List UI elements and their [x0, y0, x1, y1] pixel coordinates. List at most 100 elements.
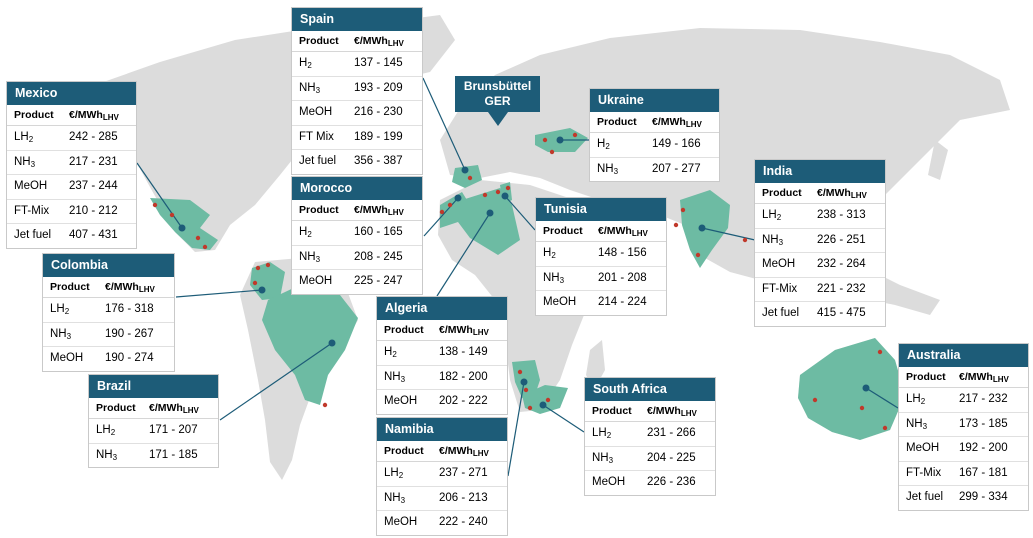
product-subscript: 3 — [112, 452, 118, 462]
site-dot — [695, 252, 701, 258]
site-dot — [882, 425, 888, 431]
site-dot — [859, 405, 865, 411]
site-dot — [527, 405, 533, 411]
col-cost-label: €/MWh — [817, 187, 851, 199]
product-subscript: 2 — [920, 397, 926, 406]
product-name: Jet fuel — [292, 150, 354, 174]
col-cost-subscript: LHV — [850, 191, 867, 200]
product-label: Jet fuel — [14, 229, 52, 241]
product-subscript: 2 — [398, 471, 404, 480]
cost-range: 356 - 387 — [354, 155, 403, 167]
table-header-row: Product €/MWhLHV — [377, 441, 507, 462]
site-dot — [877, 349, 883, 355]
product-subscript: 3 — [315, 254, 321, 264]
col-cost-label: €/MWh — [647, 405, 681, 417]
table-header-row: Product €/MWhLHV — [43, 277, 174, 298]
node-south-africa — [539, 401, 547, 409]
product-label: NH — [597, 162, 614, 175]
product-name: LH2 — [585, 422, 647, 446]
product-subscript: 3 — [608, 455, 614, 465]
col-cost-label: €/MWh — [69, 109, 103, 121]
table-row: NH3 226 - 251 — [755, 229, 885, 253]
site-dot — [517, 369, 523, 375]
brazil-region — [262, 285, 358, 405]
cost-range: 193 - 209 — [354, 81, 403, 94]
table-row: H2 148 - 156 — [536, 242, 666, 267]
product-name: FT-Mix — [755, 278, 817, 302]
table-row: MeOH 202 - 222 — [377, 390, 507, 414]
site-dot — [742, 237, 748, 243]
leader-india — [701, 227, 756, 241]
product-label: FT Mix — [299, 130, 334, 143]
cost-range: 160 - 165 — [354, 226, 403, 238]
south-africa-region — [522, 385, 568, 414]
cost-range: 176 - 318 — [105, 303, 154, 315]
col-cost-subscript: LHV — [472, 328, 489, 337]
product-name: Jet fuel — [899, 486, 959, 510]
country-table-south-africa: South Africa Product €/MWhLHV LH2 231 - 266 N… — [584, 377, 716, 496]
product-name: LH2 — [89, 419, 149, 443]
leader-south-africa — [542, 404, 585, 433]
col-cost-header: €/MWhLHV — [105, 277, 155, 297]
cost-range: 192 - 200 — [959, 442, 1008, 454]
country-name: Morocco — [292, 177, 422, 200]
cost-range: 231 - 266 — [647, 427, 696, 439]
cost-range: 138 - 149 — [439, 346, 488, 358]
product-subscript: 2 — [307, 61, 312, 70]
cost-range: 232 - 264 — [817, 258, 866, 270]
col-product-header: Product — [906, 371, 946, 383]
product-name: NH3 — [292, 246, 354, 270]
site-dot — [545, 397, 551, 403]
col-cost-label: €/MWh — [439, 324, 473, 336]
callout-line1: Brunsbüttel — [463, 79, 532, 93]
col-cost-subscript: LHV — [680, 409, 697, 418]
product-label: MeOH — [299, 106, 333, 118]
product-name: NH3 — [292, 77, 354, 101]
table-row: Jet fuel 407 - 431 — [7, 224, 136, 248]
table-row: Jet fuel 356 - 387 — [292, 150, 422, 174]
product-subscript: 3 — [778, 237, 784, 247]
spain-region — [452, 165, 482, 188]
table-row: NH3 206 - 213 — [377, 487, 507, 511]
col-product-header: Product — [384, 324, 424, 336]
cost-range: 217 - 232 — [959, 393, 1008, 405]
table-row: LH2 231 - 266 — [585, 422, 715, 447]
japan-land — [928, 140, 948, 180]
cost-range: 207 - 277 — [652, 162, 701, 175]
node-morocco — [454, 194, 462, 202]
col-cost-subscript: LHV — [387, 39, 404, 48]
leader-australia — [865, 387, 899, 409]
cost-range: 216 - 230 — [354, 106, 403, 118]
table-row: MeOH 237 - 244 — [7, 175, 136, 200]
table-header-row: Product €/MWhLHV — [7, 105, 136, 126]
product-subscript: 2 — [28, 135, 34, 144]
table-header-row: Product €/MWhLHV — [590, 112, 719, 133]
country-table-brazil: Brazil Product €/MWhLHV LH2 171 - 207 NH3 171 … — [88, 374, 219, 468]
country-table-india: India Product €/MWhLHV LH2 238 - 313 NH3 226 -… — [754, 159, 886, 327]
cost-range: 190 - 274 — [105, 352, 154, 364]
product-label: LH — [592, 427, 607, 439]
product-label: Jet fuel — [906, 491, 944, 503]
product-label: Jet fuel — [762, 307, 800, 319]
cost-range: 217 - 231 — [69, 155, 118, 168]
leader-mexico — [136, 162, 183, 229]
leader-spain — [422, 77, 466, 171]
table-row: FT-Mix 221 - 232 — [755, 278, 885, 302]
product-label: MeOH — [906, 442, 940, 454]
product-name: NH3 — [89, 444, 149, 468]
product-name: FT-Mix — [899, 462, 959, 486]
col-product-header: Product — [50, 281, 90, 293]
node-ukraine — [556, 136, 564, 144]
col-cost-subscript: LHV — [992, 375, 1009, 384]
product-label: LH — [14, 131, 29, 143]
table-row: LH2 237 - 271 — [377, 462, 507, 487]
product-label: MeOH — [543, 296, 577, 308]
country-name: Brazil — [89, 375, 218, 398]
node-algeria — [486, 209, 494, 217]
cost-range: 238 - 313 — [817, 209, 866, 221]
product-name: NH3 — [536, 267, 598, 291]
table-header-row: Product €/MWhLHV — [755, 183, 885, 204]
table-header-row: Product €/MWhLHV — [899, 367, 1028, 388]
cost-range: 148 - 156 — [598, 247, 647, 259]
product-name: MeOH — [899, 437, 959, 461]
